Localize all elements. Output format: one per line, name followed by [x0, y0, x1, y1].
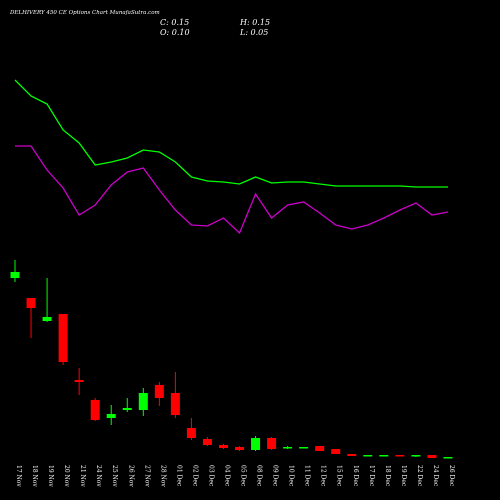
x-tick-label: 15 Dec: [336, 465, 343, 487]
candle-body: [299, 447, 309, 449]
x-tick-label: 08 Dec: [256, 465, 263, 487]
x-tick-label: 26 Dec: [448, 465, 455, 487]
candle-body: [138, 393, 148, 410]
candle-body: [74, 380, 84, 382]
candle-body: [427, 455, 437, 458]
candle-body: [154, 385, 164, 398]
x-tick-label: 25 Nov: [111, 465, 118, 487]
x-tick-label: 12 Dec: [320, 465, 327, 487]
x-tick-label: 05 Dec: [240, 465, 247, 487]
candle-body: [331, 449, 341, 454]
candle-body: [267, 438, 277, 449]
x-tick-label: 21 Nov: [79, 465, 86, 487]
x-tick-label: 18 Dec: [384, 465, 391, 487]
x-tick-label: 01 Dec: [175, 465, 182, 487]
candle-body: [315, 446, 325, 451]
x-tick-label: 27 Nov: [143, 465, 150, 487]
candle-body: [42, 317, 52, 321]
chart-title: DELHIVERY 450 CE Options Chart MunafaSut…: [9, 10, 160, 16]
candle-body: [395, 455, 405, 457]
candle-body: [218, 445, 228, 448]
candle-body: [26, 298, 36, 308]
candle-body: [251, 438, 261, 450]
x-tick-label: 24 Nov: [95, 465, 102, 487]
candle-body: [411, 455, 421, 457]
x-tick-label: 24 Dec: [432, 465, 439, 487]
x-tick-label: 10 Dec: [288, 465, 295, 487]
candle-body: [186, 428, 196, 438]
candle-body: [363, 455, 373, 457]
x-tick-label: 19 Nov: [47, 465, 54, 487]
indicator-line: [15, 145, 449, 235]
x-tick-label: 04 Dec: [223, 465, 230, 487]
indicator-line: [14, 79, 448, 188]
x-tick-label: 02 Dec: [191, 465, 198, 487]
candle-body: [58, 314, 68, 362]
x-tick-label: 19 Dec: [400, 465, 407, 487]
x-tick-label: 17 Nov: [15, 465, 22, 487]
candle-body: [10, 272, 20, 278]
candle-body: [122, 408, 132, 410]
low-label: L: 0.05: [239, 28, 268, 37]
candle-body: [379, 455, 389, 457]
x-tick-label: 26 Nov: [127, 465, 134, 487]
x-tick-label: 20 Nov: [63, 465, 70, 487]
candle-body: [170, 393, 180, 415]
candle-body: [235, 447, 245, 450]
x-tick-label: 17 Dec: [368, 465, 375, 487]
open-label: O: 0.10: [160, 28, 190, 37]
x-tick-label: 22 Dec: [416, 465, 423, 487]
candle-body: [283, 447, 293, 449]
x-tick-label: 28 Nov: [159, 465, 166, 487]
x-tick-label: 03 Dec: [207, 465, 214, 487]
x-tick-label: 09 Dec: [272, 465, 279, 487]
x-tick-label: 11 Dec: [304, 465, 311, 487]
candle-body: [90, 400, 100, 420]
x-tick-label: 18 Nov: [31, 465, 38, 487]
x-tick-label: 16 Dec: [352, 465, 359, 487]
candle-body: [347, 454, 357, 456]
candle-body: [106, 414, 116, 418]
close-label: C: 0.15: [160, 18, 189, 27]
high-label: H: 0.15: [239, 18, 270, 27]
candle-body: [202, 439, 212, 445]
candle-body: [443, 457, 453, 459]
